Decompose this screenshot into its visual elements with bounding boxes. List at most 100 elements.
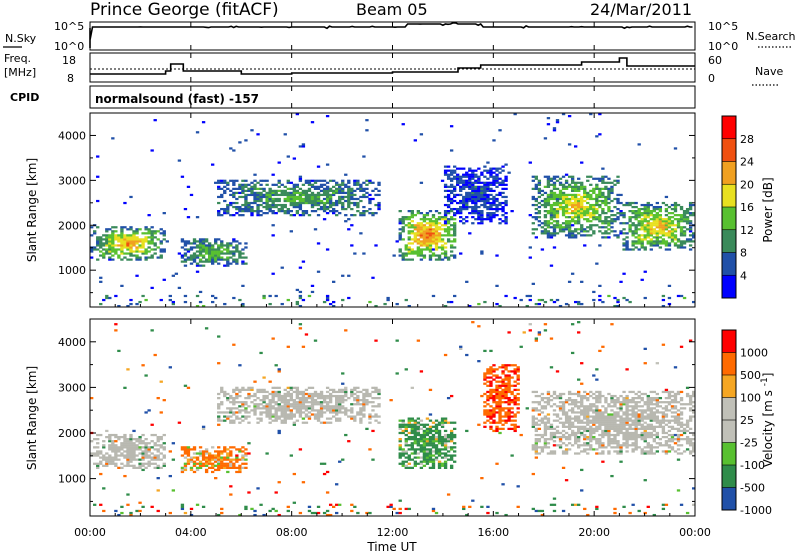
data-cell	[595, 411, 599, 414]
data-cell	[468, 173, 472, 176]
data-cell	[558, 405, 563, 408]
data-cell	[365, 401, 369, 404]
data-cell	[416, 254, 421, 257]
nsky-trace	[89, 22, 693, 48]
data-cell	[120, 452, 124, 455]
data-cell	[483, 378, 487, 381]
data-cell	[625, 244, 629, 247]
data-cell	[123, 240, 127, 243]
data-cell	[552, 207, 557, 211]
data-cell	[108, 246, 112, 249]
data-cell	[117, 446, 121, 449]
data-cell	[670, 216, 675, 219]
data-cell	[489, 167, 493, 170]
data-cell	[495, 179, 499, 182]
data-cell	[96, 450, 100, 453]
data-cell	[501, 372, 505, 375]
data-cell	[150, 254, 154, 257]
data-cell	[643, 207, 647, 211]
data-cell	[552, 203, 557, 207]
data-cell	[192, 260, 197, 263]
data-cell	[610, 210, 614, 213]
data-cell	[416, 230, 421, 233]
data-cell	[483, 193, 487, 197]
data-cell	[253, 199, 257, 203]
data-cell	[449, 125, 454, 128]
data-cell	[567, 230, 572, 233]
data-cell	[625, 203, 629, 207]
data-cell	[338, 394, 342, 398]
data-cell	[183, 466, 188, 469]
data-cell	[156, 509, 160, 513]
data-cell	[495, 429, 499, 433]
power-colorbar-title: Power [dB]	[761, 177, 775, 242]
data-cell	[604, 230, 608, 233]
data-cell	[419, 419, 424, 422]
data-cell	[643, 234, 647, 237]
data-cell	[256, 197, 260, 201]
data-cell	[328, 203, 333, 207]
data-cell	[586, 429, 590, 433]
data-cell	[359, 419, 363, 422]
data-cell	[555, 425, 560, 428]
data-cell	[592, 417, 596, 420]
data-cell	[353, 189, 357, 193]
data-cell	[489, 203, 493, 207]
data-cell	[583, 435, 587, 439]
data-cell	[289, 187, 293, 190]
data-cell	[555, 179, 560, 182]
data-cell	[283, 403, 287, 406]
data-cell	[132, 234, 136, 237]
data-cell	[292, 157, 297, 160]
data-cell	[144, 238, 148, 241]
data-cell	[141, 456, 145, 459]
data-cell	[431, 450, 436, 453]
data-cell	[362, 187, 366, 190]
data-cell	[583, 218, 587, 221]
data-cell	[410, 431, 414, 435]
data-cell	[368, 212, 372, 215]
data-cell	[407, 226, 411, 229]
data-cell	[214, 240, 218, 243]
data-cell	[189, 242, 194, 245]
data-cell	[129, 248, 133, 251]
data-cell	[504, 411, 508, 414]
data-cell	[226, 458, 230, 461]
data-cell	[144, 462, 148, 465]
data-cell	[292, 421, 297, 424]
data-cell	[141, 246, 145, 249]
data-cell	[93, 438, 97, 441]
data-cell	[404, 216, 408, 219]
data-cell	[558, 431, 563, 435]
data-cell	[132, 444, 136, 447]
data-cell	[347, 205, 351, 209]
data-cell	[586, 452, 590, 455]
data-cell	[371, 401, 375, 404]
data-cell	[574, 419, 578, 422]
data-cell	[271, 337, 275, 340]
data-cell	[304, 210, 309, 213]
data-cell	[328, 197, 333, 201]
data-cell	[401, 216, 405, 219]
data-cell	[586, 210, 590, 213]
data-cell	[446, 177, 451, 180]
data-cell	[468, 183, 472, 186]
data-cell	[564, 415, 569, 418]
data-cell	[555, 201, 560, 205]
data-cell	[437, 236, 442, 239]
data-cell	[558, 181, 563, 184]
data-cell	[189, 262, 194, 265]
data-cell	[332, 193, 336, 197]
data-cell	[244, 210, 248, 213]
data-cell	[316, 203, 321, 207]
data-cell	[268, 411, 272, 414]
data-cell	[434, 226, 439, 229]
data-cell	[616, 452, 620, 455]
data-cell	[244, 256, 248, 259]
data-cell	[274, 199, 278, 203]
data-cell	[153, 230, 157, 233]
data-cell	[667, 205, 672, 209]
data-cell	[144, 450, 148, 453]
data-cell	[549, 205, 554, 209]
data-cell	[534, 228, 538, 231]
